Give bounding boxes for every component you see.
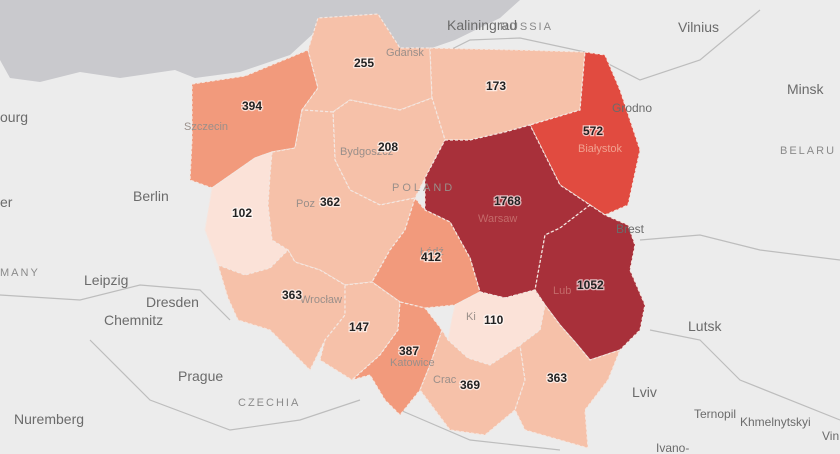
label-khmelnytskyi: Khmelnytskyi <box>740 415 811 429</box>
label-minsk: Minsk <box>787 81 825 97</box>
label-leipzig: Leipzig <box>84 272 128 288</box>
label-nuremberg: Nuremberg <box>14 411 84 427</box>
region-podkarpackie[interactable] <box>514 303 622 449</box>
border-belarus <box>639 234 840 261</box>
label-grodno: Grodno <box>612 101 652 115</box>
label-gdansk: Gdańsk <box>386 47 424 59</box>
label-vilnius: Vilnius <box>678 19 719 35</box>
value-dolnoslaskie: 363 <box>282 288 302 302</box>
label-czechia: CZECHIA <box>238 397 300 409</box>
label-warsaw: Warsaw <box>478 213 517 225</box>
border-kaliningrad <box>439 37 586 56</box>
label-lublin: Lub <box>553 285 571 297</box>
label-brest: Brest <box>616 222 645 236</box>
border-germany-czech <box>0 284 231 321</box>
label-belarus: BELARU <box>780 145 836 157</box>
label-hamburg: ourg <box>0 109 28 125</box>
value-mazowieckie: 1768 <box>494 194 521 208</box>
label-vin: Vin <box>822 429 839 443</box>
value-podlaskie: 572 <box>583 124 603 138</box>
label-chemnitz: Chemnitz <box>104 312 163 328</box>
label-poznan: Poz <box>296 198 315 210</box>
value-opolskie: 147 <box>349 320 369 334</box>
label-germany: MANY <box>0 267 40 279</box>
region-opolskie[interactable] <box>319 281 401 381</box>
region-swietokrzyskie[interactable] <box>447 289 546 366</box>
value-malopolskie: 369 <box>460 378 480 392</box>
label-ternopil: Ternopil <box>694 407 736 421</box>
value-lubelskie: 1052 <box>577 278 604 292</box>
value-swietokrzyskie: 110 <box>484 313 504 327</box>
label-lviv: Lviv <box>632 384 657 400</box>
label-szczecin: Szczecin <box>184 121 228 133</box>
value-slaskie: 387 <box>399 344 419 358</box>
label-kaliningrad: Kaliningrad <box>447 17 517 33</box>
label-russia: RUSSIA <box>500 21 553 33</box>
label-dresden: Dresden <box>146 294 199 310</box>
value-warminsko-mazurskie: 173 <box>486 79 506 93</box>
value-podkarpackie: 363 <box>547 371 567 385</box>
voivodeships <box>189 13 646 449</box>
baltic-sea <box>0 0 520 82</box>
inner-city-labels: Gdańsk Szczecin Bydgoszcz POLAND Warsaw … <box>184 47 623 386</box>
lagoon <box>395 18 470 48</box>
region-zachodniopomorskie[interactable] <box>189 49 319 189</box>
label-bydgoszcz: Bydgoszcz <box>340 146 393 158</box>
region-dolnoslaskie[interactable] <box>217 249 346 372</box>
border-czech-south <box>89 339 361 431</box>
value-lubuskie: 102 <box>232 206 252 220</box>
label-ivano: Ivano- <box>656 441 689 454</box>
value-zachodniopomorskie: 394 <box>242 99 262 113</box>
region-lodzkie[interactable] <box>371 196 481 309</box>
label-kielce: Ki <box>466 311 476 323</box>
border-lithuania <box>584 9 761 81</box>
label-lutsk: Lutsk <box>688 318 722 334</box>
label-berlin: Berlin <box>133 188 169 204</box>
value-pomorskie: 255 <box>354 56 374 70</box>
value-labels: 394 255 173 572 208 102 362 1768 412 105… <box>231 55 606 394</box>
border-slovakia <box>399 409 561 451</box>
label-wroclaw: Wrocław <box>300 294 342 306</box>
region-malopolskie[interactable] <box>419 328 526 436</box>
label-krakow: Crac <box>433 374 457 386</box>
value-kujawsko-pomorskie: 208 <box>378 140 398 154</box>
label-bialystok: Białystok <box>578 143 623 155</box>
region-warminsko-mazurskie[interactable] <box>429 47 586 141</box>
border-ukraine <box>649 329 840 421</box>
label-poland: POLAND <box>392 182 455 194</box>
label-lodz: Łódź <box>420 246 444 258</box>
region-lubuskie[interactable] <box>204 151 289 276</box>
background-labels: Kaliningrad RUSSIA Vilnius Minsk BELARU … <box>0 17 839 454</box>
value-lodzkie: 412 <box>421 250 441 264</box>
value-wielkopolskie: 362 <box>320 195 340 209</box>
label-prague: Prague <box>178 368 223 384</box>
region-slaskie[interactable] <box>351 301 443 416</box>
label-hannover: er <box>0 194 13 210</box>
label-katowice: Katowice <box>390 357 435 369</box>
